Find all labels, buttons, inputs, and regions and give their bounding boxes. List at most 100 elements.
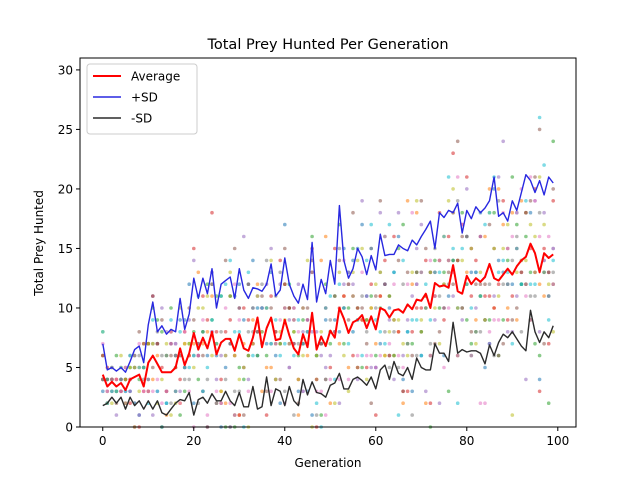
legend-label: +SD	[131, 91, 158, 105]
individual-point	[369, 246, 374, 251]
individual-point	[424, 282, 428, 287]
individual-point	[301, 306, 305, 310]
individual-point	[474, 282, 478, 287]
individual-point	[383, 234, 387, 239]
individual-point	[374, 341, 378, 346]
individual-point	[123, 401, 128, 406]
individual-point	[501, 139, 506, 144]
individual-point	[428, 401, 433, 406]
individual-point	[374, 365, 378, 370]
individual-point	[433, 270, 437, 275]
individual-point	[182, 341, 187, 346]
individual-point	[374, 294, 378, 298]
individual-point	[524, 199, 528, 203]
individual-point	[442, 306, 446, 310]
individual-point	[278, 270, 283, 275]
individual-point	[283, 246, 287, 251]
individual-point	[410, 282, 415, 287]
individual-point	[160, 401, 164, 406]
individual-point	[310, 330, 314, 334]
individual-point	[278, 377, 283, 382]
individual-point	[273, 353, 278, 358]
individual-point	[173, 353, 178, 358]
x-tick-label: 0	[99, 434, 107, 448]
individual-point	[182, 365, 187, 370]
individual-point	[105, 377, 110, 382]
individual-point	[401, 389, 405, 394]
individual-point	[292, 306, 296, 310]
individual-point	[505, 330, 510, 334]
individual-point	[369, 282, 374, 287]
individual-point	[196, 377, 201, 382]
individual-point	[487, 330, 492, 334]
individual-point	[383, 341, 387, 346]
individual-point	[533, 341, 537, 346]
individual-point	[333, 318, 337, 322]
individual-point	[278, 318, 283, 322]
individual-point	[360, 270, 364, 275]
individual-point	[301, 353, 305, 358]
individual-point	[364, 341, 369, 346]
individual-point	[465, 270, 469, 275]
individual-point	[401, 341, 405, 346]
individual-point	[442, 270, 446, 275]
individual-point	[160, 353, 164, 358]
individual-point	[296, 413, 301, 417]
individual-point	[451, 151, 455, 155]
individual-point	[424, 258, 428, 263]
individual-point	[474, 341, 478, 346]
individual-point	[414, 199, 419, 203]
individual-point	[232, 282, 237, 287]
individual-point	[396, 258, 401, 263]
individual-point	[419, 306, 424, 310]
individual-point	[301, 389, 305, 394]
individual-point	[137, 389, 141, 394]
individual-point	[141, 341, 146, 346]
individual-point	[515, 294, 519, 298]
individual-point	[546, 401, 551, 406]
individual-point	[346, 389, 351, 394]
individual-point	[496, 258, 501, 263]
individual-point	[533, 175, 537, 179]
individual-point	[528, 294, 533, 298]
individual-point	[314, 330, 319, 334]
individual-point	[387, 222, 392, 227]
legend-label: Average	[131, 70, 180, 84]
individual-point	[351, 246, 355, 251]
individual-point	[314, 413, 319, 417]
individual-point	[346, 306, 351, 310]
individual-point	[351, 353, 355, 358]
individual-point	[128, 389, 132, 394]
individual-point	[169, 341, 173, 346]
individual-point	[210, 318, 214, 322]
individual-point	[223, 306, 228, 310]
individual-point	[492, 318, 496, 322]
individual-point	[414, 306, 419, 310]
individual-point	[460, 318, 465, 322]
individual-point	[214, 341, 219, 346]
individual-point	[496, 199, 501, 203]
individual-point	[264, 413, 269, 417]
individual-point	[346, 318, 351, 322]
individual-point	[401, 377, 405, 382]
individual-point	[437, 270, 442, 275]
individual-point	[342, 341, 346, 346]
individual-point	[364, 258, 369, 263]
individual-point	[419, 222, 424, 227]
individual-point	[360, 306, 364, 310]
individual-point	[364, 365, 369, 370]
x-tick-label: 20	[186, 434, 201, 448]
individual-point	[187, 389, 191, 394]
individual-point	[505, 318, 510, 322]
individual-point	[287, 318, 292, 322]
individual-point	[542, 246, 546, 251]
individual-point	[296, 330, 301, 334]
individual-point	[519, 330, 524, 334]
individual-point	[551, 258, 555, 263]
individual-point	[246, 389, 251, 394]
individual-point	[446, 258, 451, 263]
individual-point	[232, 353, 237, 358]
individual-point	[242, 413, 246, 417]
individual-point	[314, 377, 319, 382]
individual-point	[219, 294, 223, 298]
